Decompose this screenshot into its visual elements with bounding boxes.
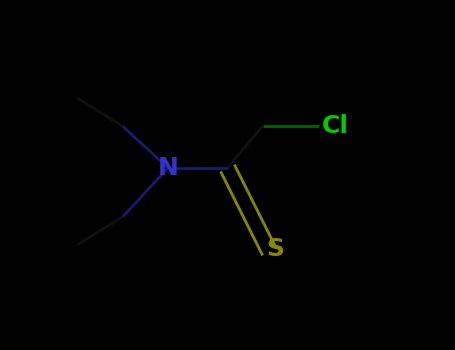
Text: N: N <box>157 156 178 180</box>
Text: Cl: Cl <box>322 114 349 138</box>
Text: S: S <box>266 237 284 260</box>
